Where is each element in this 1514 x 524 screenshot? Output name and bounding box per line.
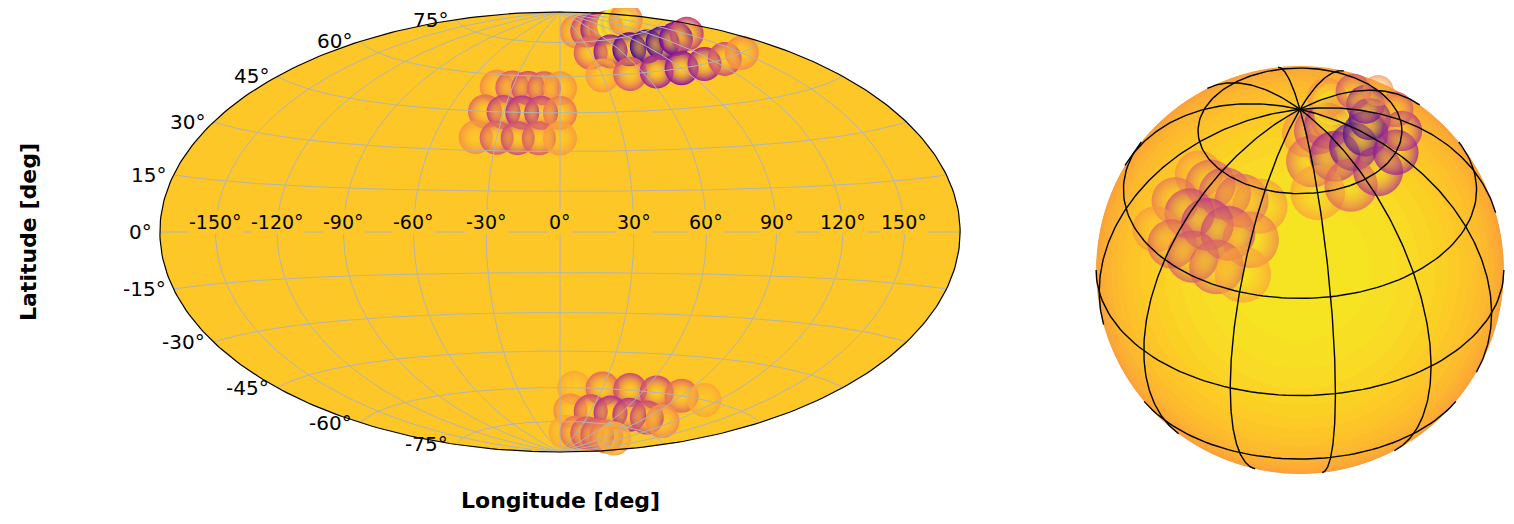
svg-text:-15°: -15° — [123, 277, 166, 301]
svg-text:0°: 0° — [549, 211, 571, 233]
svg-text:30°: 30° — [170, 110, 205, 134]
svg-text:45°: 45° — [234, 64, 269, 88]
svg-text:-60°: -60° — [393, 211, 434, 233]
svg-text:-75°: -75° — [405, 432, 448, 456]
svg-text:-30°: -30° — [466, 211, 507, 233]
svg-text:90°: 90° — [760, 211, 794, 233]
svg-text:150°: 150° — [881, 211, 927, 233]
svg-text:75°: 75° — [413, 8, 448, 32]
svg-text:60°: 60° — [317, 29, 352, 53]
svg-text:-30°: -30° — [162, 330, 205, 354]
svg-text:30°: 30° — [617, 211, 651, 233]
svg-text:Longitude [deg]: Longitude [deg] — [461, 488, 660, 513]
svg-text:-90°: -90° — [323, 211, 364, 233]
svg-text:-60°: -60° — [309, 411, 352, 435]
svg-text:-150°: -150° — [189, 211, 242, 233]
svg-text:120°: 120° — [820, 211, 866, 233]
svg-text:Latitude [deg]: Latitude [deg] — [16, 143, 41, 321]
svg-text:0°: 0° — [129, 220, 152, 244]
svg-text:-45°: -45° — [226, 376, 269, 400]
svg-text:-120°: -120° — [251, 211, 304, 233]
svg-text:60°: 60° — [689, 211, 723, 233]
svg-text:15°: 15° — [131, 163, 166, 187]
